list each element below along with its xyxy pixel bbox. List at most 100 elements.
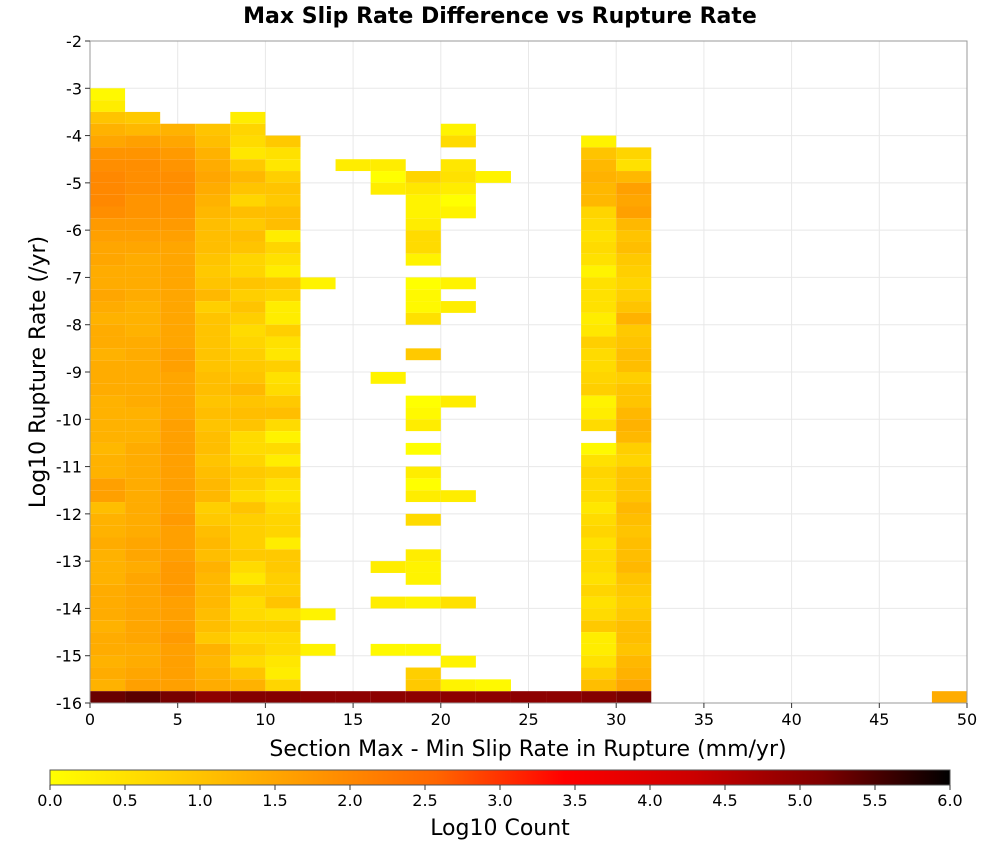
heatmap-cell	[405, 466, 441, 479]
heatmap-cell	[265, 490, 301, 503]
heatmap-cell	[195, 324, 231, 337]
heatmap-cell	[160, 230, 196, 242]
heatmap-cell	[195, 596, 231, 609]
heatmap-cell	[581, 407, 617, 420]
x-tick-label: 5	[173, 710, 183, 729]
heatmap-cell	[125, 407, 161, 420]
heatmap-cell	[90, 632, 126, 644]
heatmap-cell	[230, 419, 266, 432]
heatmap-cell	[125, 312, 161, 325]
heatmap-cell	[230, 360, 266, 372]
heatmap-cell	[265, 513, 301, 526]
heatmap-cell	[230, 454, 266, 467]
heatmap-cell	[90, 395, 126, 408]
heatmap-cell	[160, 513, 196, 526]
heatmap-cell	[616, 241, 652, 254]
heatmap-cell	[405, 171, 441, 183]
heatmap-cell	[616, 159, 652, 172]
heatmap-cell	[90, 442, 126, 455]
x-tick-label: 10	[255, 710, 275, 729]
heatmap-cell	[405, 407, 441, 420]
heatmap-cell	[440, 301, 476, 313]
y-tick-label: -2	[66, 32, 82, 51]
heatmap-cell	[931, 691, 967, 703]
heatmap-cell	[195, 454, 231, 467]
heatmap-cell	[581, 596, 617, 609]
heatmap-cell	[440, 596, 476, 609]
heatmap-cell	[125, 691, 161, 703]
heatmap-cell	[370, 643, 406, 656]
heatmap-cell	[616, 596, 652, 609]
heatmap-cell	[616, 572, 652, 585]
heatmap-cell	[616, 324, 652, 337]
heatmap-cell	[265, 360, 301, 372]
heatmap-cell	[125, 360, 161, 372]
heatmap-cell	[405, 348, 441, 361]
heatmap-cell	[581, 478, 617, 491]
heatmap-cell	[160, 182, 196, 195]
heatmap-cell	[616, 608, 652, 621]
heatmap-cell	[265, 525, 301, 538]
heatmap-cell	[160, 147, 196, 160]
heatmap-cell	[581, 218, 617, 231]
heatmap-cell	[300, 608, 336, 621]
heatmap-cell	[90, 537, 126, 550]
heatmap-cell	[90, 277, 126, 290]
heatmap-cell	[195, 419, 231, 432]
heatmap-cell	[90, 383, 126, 396]
heatmap-cell	[616, 348, 652, 361]
y-tick-label: -7	[66, 268, 82, 287]
heatmap-cell	[195, 265, 231, 278]
heatmap-cell	[195, 620, 231, 633]
heatmap-cell	[230, 431, 266, 443]
heatmap-cell	[230, 466, 266, 479]
heatmap-cell	[125, 513, 161, 526]
heatmap-cell	[160, 431, 196, 443]
colorbar-tick-label: 2.5	[412, 791, 437, 810]
heatmap-cell	[581, 537, 617, 550]
heatmap-cell	[195, 372, 231, 384]
y-tick-label: -9	[66, 363, 82, 382]
heatmap-cell	[265, 608, 301, 621]
heatmap-cell	[265, 324, 301, 337]
heatmap-cell	[90, 159, 126, 172]
heatmap-cell	[230, 513, 266, 526]
heatmap-cell	[616, 372, 652, 384]
heatmap-cell	[90, 513, 126, 526]
heatmap-cell	[160, 336, 196, 349]
chart-title: Max Slip Rate Difference vs Rupture Rate	[243, 4, 757, 29]
heatmap-cell	[90, 301, 126, 313]
heatmap-cell	[230, 667, 266, 680]
y-tick-label: -6	[66, 221, 82, 240]
heatmap-cell	[265, 147, 301, 160]
heatmap-cell	[125, 336, 161, 349]
heatmap-cell	[125, 182, 161, 195]
heatmap-cell	[405, 312, 441, 325]
heatmap-cell	[616, 182, 652, 195]
heatmap-cell	[195, 513, 231, 526]
y-tick-label: -10	[56, 410, 82, 429]
heatmap-cell	[440, 655, 476, 668]
heatmap-cell	[195, 301, 231, 313]
heatmap-cell	[581, 312, 617, 325]
heatmap-cell	[90, 218, 126, 231]
heatmap-cell	[195, 383, 231, 396]
heatmap-cell	[195, 230, 231, 242]
heatmap-cell	[160, 301, 196, 313]
heatmap-cell	[125, 561, 161, 573]
heatmap-cell	[370, 372, 406, 384]
heatmap-cell	[90, 336, 126, 349]
heatmap-cell	[405, 596, 441, 609]
heatmap-cell	[160, 596, 196, 609]
heatmap-cell	[125, 490, 161, 503]
heatmap-cell	[160, 324, 196, 337]
heatmap-cell	[405, 679, 441, 692]
heatmap-cell	[195, 442, 231, 455]
heatmap-cell	[230, 336, 266, 349]
heatmap-cell	[125, 241, 161, 254]
heatmap-cell	[265, 348, 301, 361]
heatmap-cell	[125, 218, 161, 231]
heatmap-cell	[230, 194, 266, 207]
heatmap-cell	[440, 395, 476, 408]
